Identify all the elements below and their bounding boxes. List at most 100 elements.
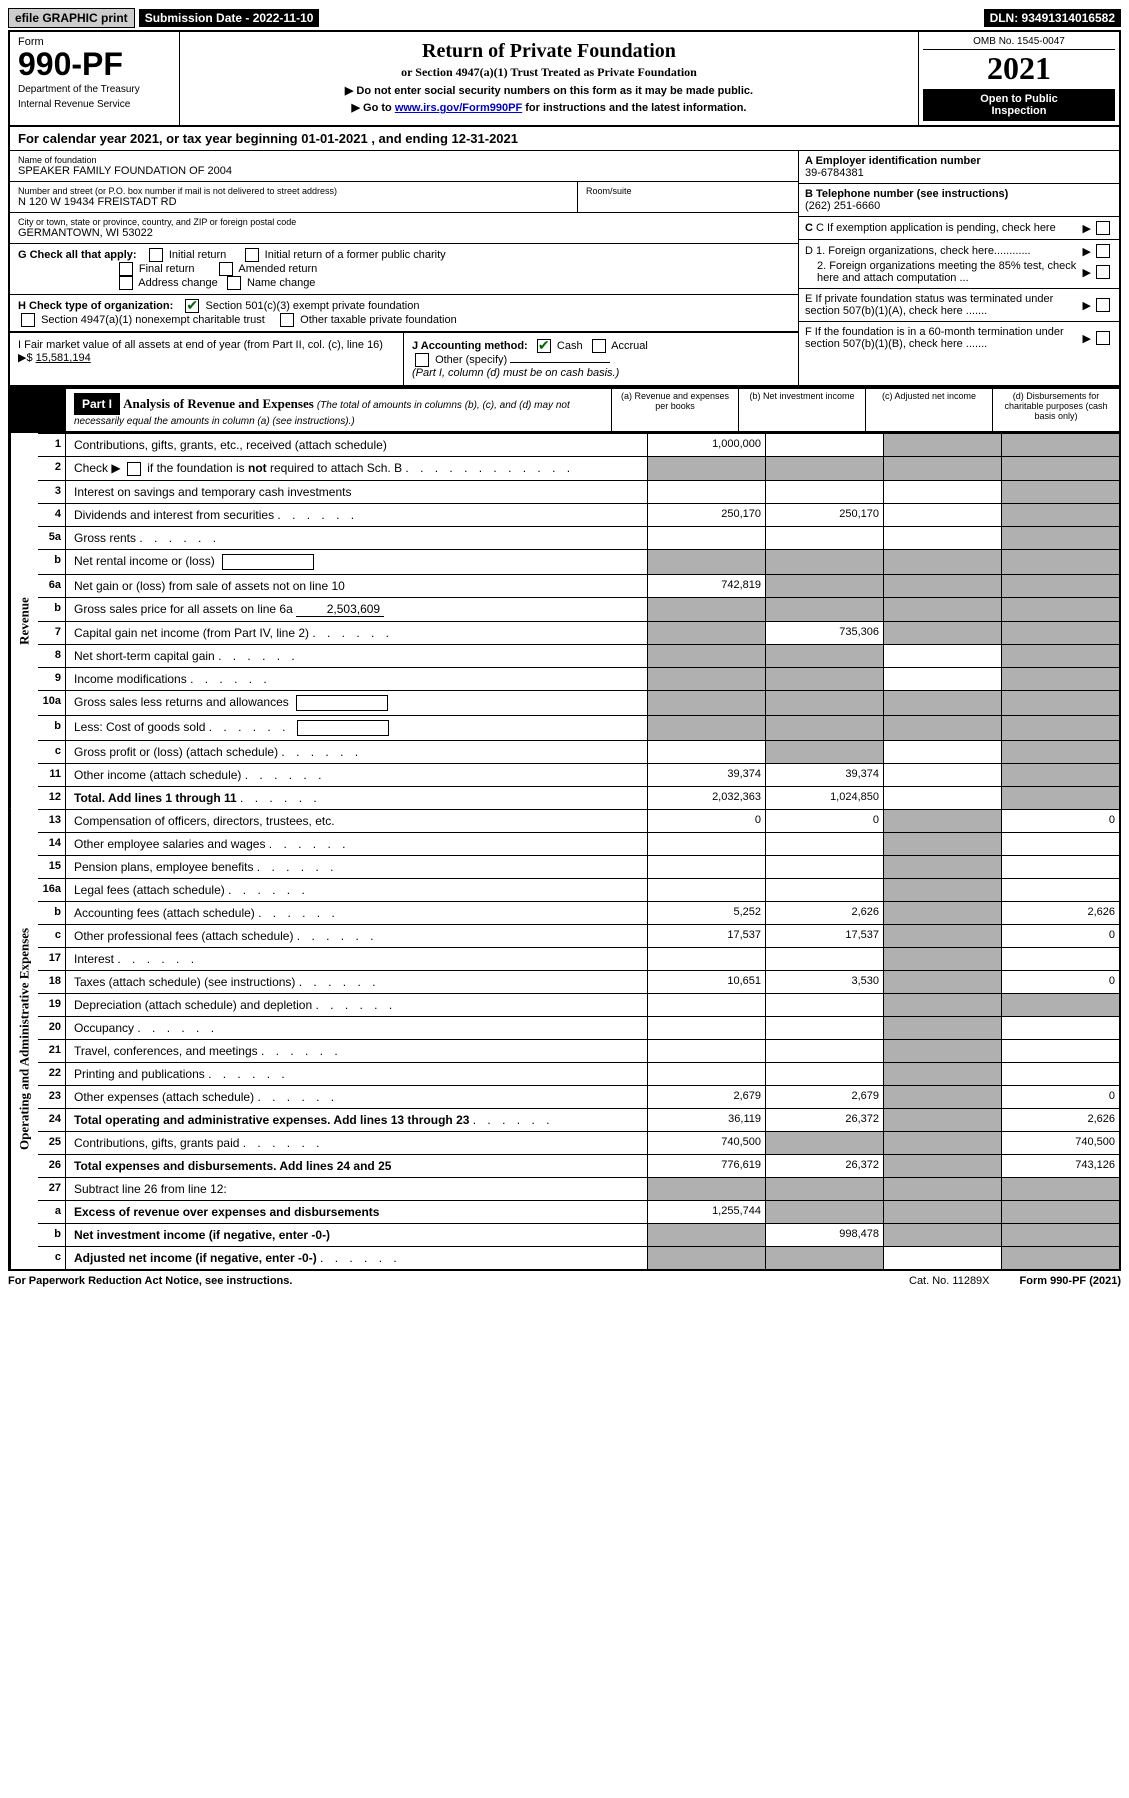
value-cell: [765, 456, 883, 480]
value-cell: 250,170: [647, 503, 765, 526]
checkbox-c[interactable]: [1096, 221, 1110, 235]
i-block: I Fair market value of all assets at end…: [10, 333, 404, 385]
value-cell: [1001, 1246, 1119, 1269]
value-cell: 10,651: [647, 970, 765, 993]
value-cell: [647, 1062, 765, 1085]
line-number: 26: [38, 1154, 66, 1177]
checkbox-accrual[interactable]: [592, 339, 606, 353]
value-cell: [647, 993, 765, 1016]
value-cell: [883, 740, 1001, 763]
value-cell: [647, 715, 765, 740]
checkbox-e[interactable]: [1096, 298, 1110, 312]
value-cell: [647, 855, 765, 878]
value-cell: [647, 526, 765, 549]
a-block: A Employer identification number 39-6784…: [799, 151, 1119, 184]
line-number: 9: [38, 667, 66, 690]
c-block: C C If exemption application is pending,…: [799, 217, 1119, 240]
line-description: Other employee salaries and wages . . . …: [66, 832, 647, 855]
value-cell: [1001, 667, 1119, 690]
line-number: 20: [38, 1016, 66, 1039]
checkbox-4947[interactable]: [21, 313, 35, 327]
value-cell: 776,619: [647, 1154, 765, 1177]
street-address: N 120 W 19434 FREISTADT RD: [18, 196, 569, 208]
header-left: Form 990-PF Department of the Treasury I…: [10, 32, 180, 125]
irs-link[interactable]: www.irs.gov/Form990PF: [395, 102, 522, 114]
line-number: 27: [38, 1177, 66, 1200]
value-cell: 2,626: [765, 901, 883, 924]
line-description: Total operating and administrative expen…: [66, 1108, 647, 1131]
d-block: D 1. Foreign organizations, check here..…: [799, 240, 1119, 289]
value-cell: [883, 970, 1001, 993]
value-cell: 740,500: [647, 1131, 765, 1154]
checkbox-address-change[interactable]: [119, 276, 133, 290]
value-cell: 0: [1001, 809, 1119, 832]
value-cell: 2,626: [1001, 1108, 1119, 1131]
line-number: 6a: [38, 574, 66, 597]
value-cell: [647, 690, 765, 715]
header-right: OMB No. 1545-0047 2021 Open to Public In…: [919, 32, 1119, 125]
instruction-2: ▶ Go to www.irs.gov/Form990PF for instru…: [186, 101, 912, 114]
col-d-header: (d) Disbursements for charitable purpose…: [992, 389, 1119, 431]
h-block: H Check type of organization: Section 50…: [10, 295, 798, 332]
line-description: Taxes (attach schedule) (see instruction…: [66, 970, 647, 993]
value-cell: [883, 786, 1001, 809]
checkbox-other-taxable[interactable]: [280, 313, 294, 327]
checkbox-initial[interactable]: [149, 248, 163, 262]
value-cell: [883, 1108, 1001, 1131]
header-center: Return of Private Foundation or Section …: [180, 32, 919, 125]
info-left: Name of foundation SPEAKER FAMILY FOUNDA…: [10, 151, 799, 385]
value-cell: [883, 503, 1001, 526]
value-cell: 1,024,850: [765, 786, 883, 809]
checkbox-amended[interactable]: [219, 262, 233, 276]
part1-title-cell: Part I Analysis of Revenue and Expenses …: [66, 389, 611, 431]
value-cell: [1001, 740, 1119, 763]
value-cell: [1001, 878, 1119, 901]
value-cell: [765, 832, 883, 855]
value-cell: [647, 740, 765, 763]
value-cell: [647, 644, 765, 667]
value-cell: [883, 832, 1001, 855]
checkbox-501c3[interactable]: [185, 299, 199, 313]
value-cell: [765, 480, 883, 503]
value-cell: [883, 667, 1001, 690]
value-cell: [883, 621, 1001, 644]
value-cell: [647, 456, 765, 480]
value-cell: [1001, 480, 1119, 503]
e-block: E If private foundation status was termi…: [799, 289, 1119, 322]
value-cell: 36,119: [647, 1108, 765, 1131]
value-cell: [1001, 947, 1119, 970]
value-cell: [883, 855, 1001, 878]
checkbox-name-change[interactable]: [227, 276, 241, 290]
value-cell: 0: [1001, 924, 1119, 947]
value-cell: [647, 480, 765, 503]
value-cell: [883, 715, 1001, 740]
value-cell: [1001, 433, 1119, 456]
value-cell: [883, 1177, 1001, 1200]
checkbox-d1[interactable]: [1096, 244, 1110, 258]
line-number: 14: [38, 832, 66, 855]
value-cell: [765, 1177, 883, 1200]
checkbox-cash[interactable]: [537, 339, 551, 353]
value-cell: [647, 832, 765, 855]
value-cell: [883, 526, 1001, 549]
checkbox-f[interactable]: [1096, 331, 1110, 345]
value-cell: [1001, 1062, 1119, 1085]
efile-button[interactable]: efile GRAPHIC print: [8, 8, 135, 28]
line-description: Compensation of officers, directors, tru…: [66, 809, 647, 832]
checkbox-other-method[interactable]: [415, 353, 429, 367]
line-number: 13: [38, 809, 66, 832]
line-number: c: [38, 924, 66, 947]
value-cell: [883, 1246, 1001, 1269]
value-cell: [647, 1016, 765, 1039]
omb-number: OMB No. 1545-0047: [923, 36, 1115, 50]
checkbox-d2[interactable]: [1096, 265, 1110, 279]
city-block: City or town, state or province, country…: [10, 213, 798, 244]
calendar-year-row: For calendar year 2021, or tax year begi…: [8, 127, 1121, 151]
city-state-zip: GERMANTOWN, WI 53022: [18, 227, 790, 239]
paperwork-notice: For Paperwork Reduction Act Notice, see …: [8, 1275, 292, 1287]
checkbox-initial-former[interactable]: [245, 248, 259, 262]
checkbox-final[interactable]: [119, 262, 133, 276]
value-cell: [1001, 597, 1119, 621]
value-cell: [883, 947, 1001, 970]
value-cell: [883, 1223, 1001, 1246]
